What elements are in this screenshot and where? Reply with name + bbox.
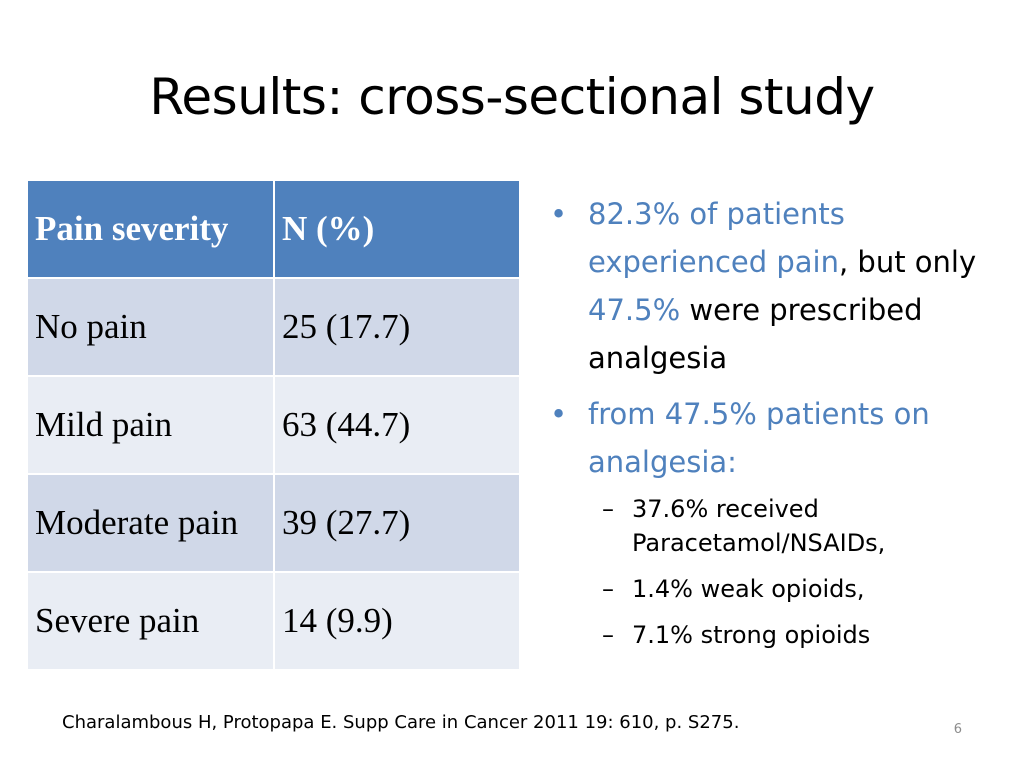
sub-bullet-text: 7.1% strong opioids <box>632 621 871 649</box>
bullet-list: • 82.3% of patients experienced pain, bu… <box>548 190 1008 652</box>
slide-number: 6 <box>953 722 962 737</box>
sub-bullet-text: 1.4% weak opioids, <box>632 575 865 603</box>
table-cell-severity: Mild pain <box>26 375 275 475</box>
bullet-icon: • <box>550 397 568 431</box>
bullet-text: were prescribed analgesia <box>588 293 923 375</box>
sub-bullet-item: – 37.6% received Paracetamol/NSAIDs, <box>548 492 1008 560</box>
bullet-highlight-text: 47.5% <box>588 293 681 327</box>
table-row: Mild pain 63 (44.7) <box>26 375 521 475</box>
table-cell-count: 63 (44.7) <box>273 375 521 475</box>
table-row: Severe pain 14 (9.9) <box>26 571 521 671</box>
citation: Charalambous H, Protopapa E. Supp Care i… <box>62 712 740 733</box>
bullet-highlight-text: from 47.5% patients on analgesia: <box>588 397 930 479</box>
table-cell-severity: Moderate pain <box>26 473 275 573</box>
bullet-icon: • <box>550 197 568 231</box>
pain-severity-table: Pain severity N (%) No pain 25 (17.7) Mi… <box>26 179 521 671</box>
table-cell-count: 14 (9.9) <box>273 571 521 671</box>
sub-bullet-item: – 7.1% strong opioids <box>548 618 1008 652</box>
table-cell-count: 39 (27.7) <box>273 473 521 573</box>
dash-icon: – <box>602 575 614 603</box>
bullet-highlight-text: 82.3% of patients experienced pain <box>588 197 845 279</box>
table-row: Moderate pain 39 (27.7) <box>26 473 521 573</box>
dash-icon: – <box>602 495 614 523</box>
table-header-n-percent: N (%) <box>273 179 521 279</box>
slide-title: Results: cross-sectional study <box>149 68 875 126</box>
table-header-row: Pain severity N (%) <box>26 179 521 279</box>
table-cell-count: 25 (17.7) <box>273 277 521 377</box>
bullet-item-analgesia: • from 47.5% patients on analgesia: <box>548 390 1008 486</box>
bullet-item-pain-prevalence: • 82.3% of patients experienced pain, bu… <box>548 190 1008 382</box>
sub-bullet-text: 37.6% received Paracetamol/NSAIDs, <box>632 495 886 557</box>
bullet-text: , but only <box>838 245 977 279</box>
table-cell-severity: No pain <box>26 277 275 377</box>
table-header-pain-severity: Pain severity <box>26 179 275 279</box>
sub-bullet-item: – 1.4% weak opioids, <box>548 572 1008 606</box>
table-cell-severity: Severe pain <box>26 571 275 671</box>
table-row: No pain 25 (17.7) <box>26 277 521 377</box>
dash-icon: – <box>602 621 614 649</box>
